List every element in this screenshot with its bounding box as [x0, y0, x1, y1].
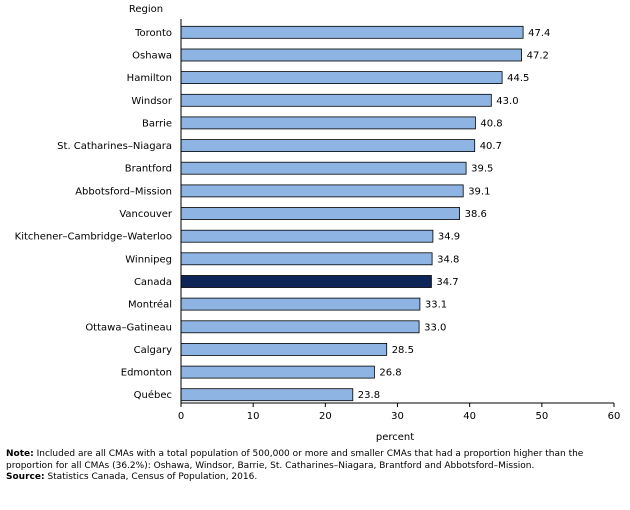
bar-montreal — [180, 297, 421, 311]
category-label-canada: Canada — [134, 277, 172, 288]
value-label-kitchener-cambridge-waterloo: 34.9 — [438, 232, 460, 243]
bar-vancouver — [180, 207, 461, 220]
category-label-st-catharines-niagara: St. Catharines–Niagara — [57, 141, 172, 152]
category-label-hamilton: Hamilton — [127, 73, 172, 84]
bar-winnipeg — [180, 252, 433, 266]
bar-toronto — [180, 25, 524, 39]
x-tick-label-20: 20 — [319, 411, 332, 422]
x-tick-label-60: 60 — [608, 411, 621, 422]
source-label: Source: — [6, 472, 45, 482]
value-label-calgary: 28.5 — [392, 345, 414, 356]
value-label-toronto: 47.4 — [528, 28, 550, 39]
value-label-barrie: 40.8 — [480, 118, 502, 129]
category-label-edmonton: Edmonton — [121, 368, 172, 379]
category-label-windsor: Windsor — [131, 96, 172, 107]
category-label-montreal: Montréal — [128, 299, 172, 311]
bar-oshawa — [180, 48, 523, 62]
category-label-ottawa-gatineau: Ottawa–Gatineau — [85, 322, 172, 333]
bar-abbotsford-mission — [180, 184, 464, 198]
note: Note: Included are all CMAs with a total… — [6, 449, 621, 472]
category-label-calgary: Calgary — [134, 345, 172, 356]
x-axis: 0 10 20 30 40 50 60 — [178, 19, 621, 422]
bar-kitchener-cambridge-waterloo — [180, 229, 434, 243]
value-label-windsor: 43.0 — [496, 96, 518, 107]
note-label: Note: — [6, 449, 34, 459]
value-label-brantford: 39.5 — [471, 164, 493, 175]
bar-windsor — [180, 93, 492, 107]
value-label-ottawa-gatineau: 33.0 — [424, 322, 446, 333]
value-label-montreal: 33.1 — [425, 300, 447, 311]
note-text: Included are all CMAs with a total popul… — [6, 449, 584, 471]
bar-st-catharines-niagara — [180, 139, 476, 153]
x-tick-label-50: 50 — [535, 411, 548, 422]
x-tick-label-0: 0 — [178, 411, 184, 422]
bar-brantford — [180, 161, 467, 175]
bar-calgary — [180, 342, 388, 356]
category-label-toronto: Toronto — [134, 28, 172, 39]
category-label-brantford: Brantford — [125, 164, 172, 175]
source: Source: Statistics Canada, Census of Pop… — [6, 472, 621, 484]
bar-chart: Region Toronto 47.4 Oshawa 47.2 Hamilton 44.5… — [15, 4, 621, 443]
value-label-edmonton: 26.8 — [379, 368, 401, 379]
category-label-vancouver: Vancouver — [119, 209, 173, 220]
category-label-winnipeg: Winnipeg — [125, 254, 172, 265]
y-axis-title: Region — [129, 4, 163, 15]
category-label-quebec: Québec — [134, 389, 172, 401]
bar-ottawa-gatineau — [180, 320, 420, 334]
bars-group: Toronto 47.4 Oshawa 47.2 Hamilton 44.5 Windsor… — [15, 25, 550, 402]
footnotes: Note: Included are all CMAs with a total… — [6, 449, 621, 484]
bar-hamilton — [180, 71, 503, 84]
value-label-abbotsford-mission: 39.1 — [468, 186, 490, 197]
x-tick-label-40: 40 — [463, 411, 476, 422]
value-label-vancouver: 38.6 — [465, 209, 487, 220]
category-label-abbotsford-mission: Abbotsford–Mission — [75, 186, 172, 197]
bar-barrie — [180, 116, 476, 130]
bar-quebec — [180, 388, 354, 402]
x-tick-label-30: 30 — [391, 411, 404, 422]
value-label-oshawa: 47.2 — [527, 51, 549, 62]
category-label-oshawa: Oshawa — [132, 51, 172, 62]
x-tick-label-10: 10 — [247, 411, 260, 422]
source-text: Statistics Canada, Census of Population,… — [47, 472, 258, 482]
bar-canada — [180, 275, 432, 288]
value-label-quebec: 23.8 — [358, 390, 380, 401]
value-label-canada: 34.7 — [436, 277, 458, 288]
value-label-st-catharines-niagara: 40.7 — [480, 141, 502, 152]
bar-edmonton — [180, 365, 375, 379]
x-axis-title: percent — [376, 432, 414, 443]
category-label-kitchener-cambridge-waterloo: Kitchener–Cambridge–Waterloo — [15, 232, 172, 243]
value-label-winnipeg: 34.8 — [437, 254, 459, 265]
category-label-barrie: Barrie — [142, 118, 172, 129]
value-label-hamilton: 44.5 — [507, 73, 529, 84]
